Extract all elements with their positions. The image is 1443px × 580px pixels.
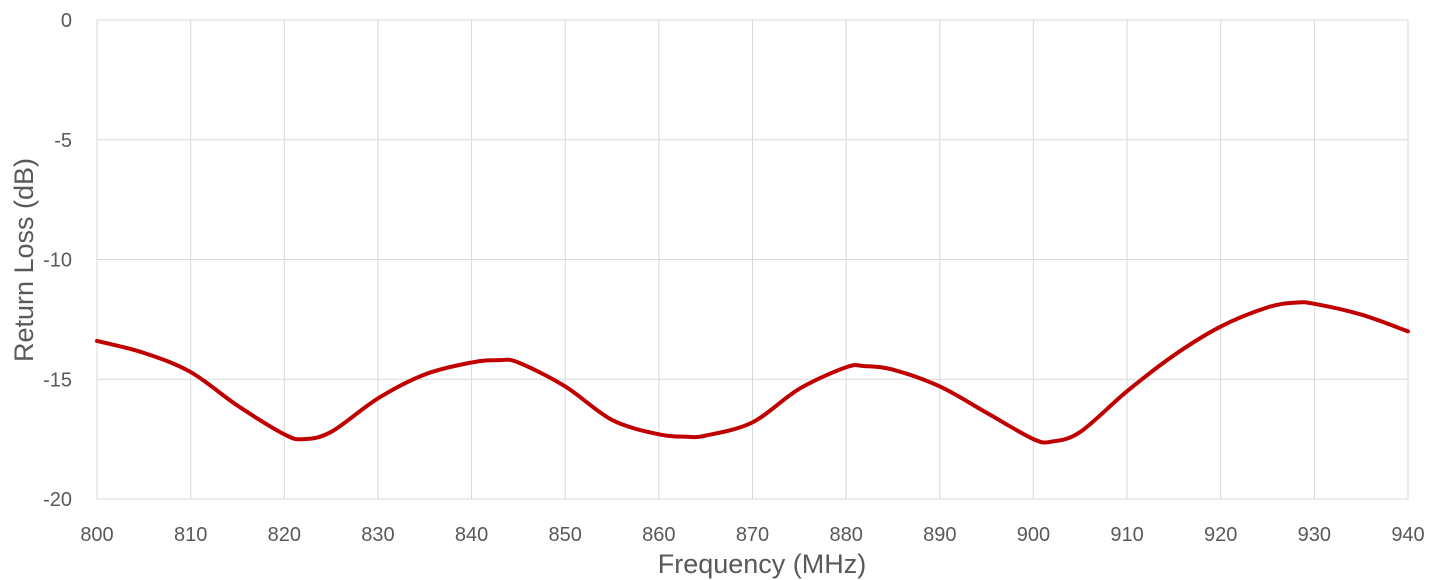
x-tick-labels: 800 810 820 830 840 850 860 870 880 890 900 910 920 9… [80,524,1424,546]
y-tick-label: -10 [43,250,72,272]
y-axis-title: Return Loss (dB) [9,158,39,362]
x-tick-label: 810 [174,524,207,546]
return-loss-series-line [95,300,1410,445]
x-tick-label: 910 [1110,524,1143,546]
x-tick-label: 830 [361,524,394,546]
y-tick-label: -5 [54,130,72,152]
x-tick-label: 940 [1391,524,1424,546]
x-tick-label: 870 [736,524,769,546]
x-tick-label: 920 [1204,524,1237,546]
y-tick-label: 0 [61,10,72,32]
y-tick-labels: 0 -5 -10 -15 -20 [43,10,72,511]
x-tick-label: 890 [923,524,956,546]
series-layer [95,300,1410,445]
x-tick-label: 930 [1298,524,1331,546]
x-tick-label: 860 [642,524,675,546]
x-tick-label: 900 [1017,524,1050,546]
x-axis-title: Frequency (MHz) [658,549,867,579]
x-tick-label: 800 [80,524,113,546]
x-tick-label: 880 [829,524,862,546]
grid [96,19,1409,500]
x-tick-label: 840 [455,524,488,546]
y-tick-label: -15 [43,369,72,391]
x-tick-label: 820 [268,524,301,546]
y-tick-label: -20 [43,489,72,511]
x-tick-label: 850 [549,524,582,546]
